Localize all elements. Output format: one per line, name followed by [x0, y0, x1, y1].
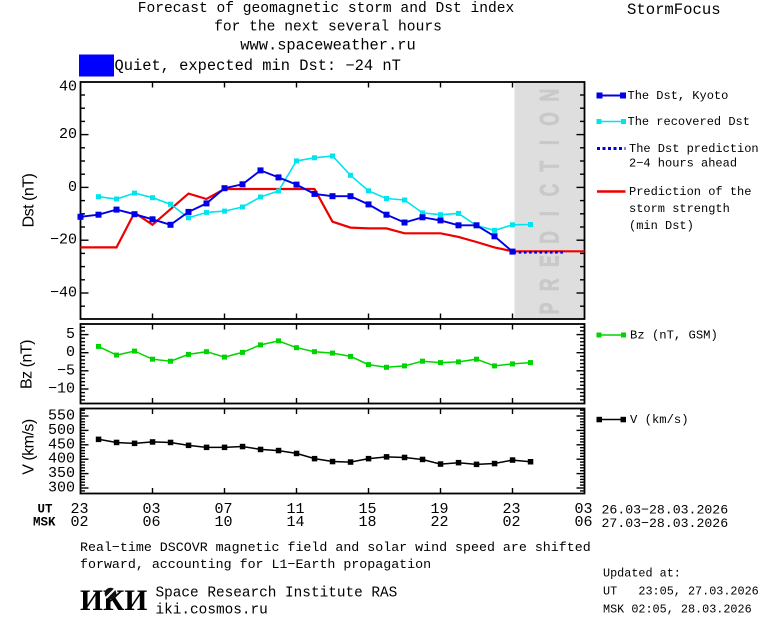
svg-text:06: 06 — [142, 514, 160, 531]
svg-text:23: 23 — [70, 501, 88, 518]
svg-text:MSK 02:05, 28.03.2026: MSK 02:05, 28.03.2026 — [603, 603, 752, 617]
svg-text:forward, accounting for L1−Ear: forward, accounting for L1−Earth propaga… — [80, 557, 431, 572]
svg-text:E: E — [534, 255, 565, 267]
svg-text:10: 10 — [214, 514, 232, 531]
svg-text:15: 15 — [358, 501, 376, 518]
svg-text:19: 19 — [430, 501, 448, 518]
svg-text:The Dst prediction: The Dst prediction — [629, 142, 759, 156]
svg-text:R: R — [534, 278, 565, 291]
svg-text:11: 11 — [286, 501, 304, 518]
svg-text:2−4 hours ahead: 2−4 hours ahead — [629, 157, 737, 171]
svg-text:20: 20 — [59, 126, 77, 143]
svg-text:07: 07 — [214, 501, 232, 518]
svg-text:V (km/s): V (km/s) — [21, 419, 38, 475]
svg-text:UT: UT — [38, 502, 54, 516]
svg-text:350: 350 — [48, 465, 75, 482]
svg-text:27.03−28.03.2026: 27.03−28.03.2026 — [602, 516, 729, 531]
svg-text:5: 5 — [66, 326, 75, 343]
svg-text:V (km/s): V (km/s) — [630, 413, 689, 427]
svg-text:450: 450 — [48, 436, 75, 453]
svg-text:I: I — [534, 211, 565, 216]
svg-text:O: O — [534, 112, 565, 126]
svg-text:The Dst, Kyoto: The Dst, Kyoto — [628, 89, 729, 103]
svg-text:26.03−28.03.2026: 26.03−28.03.2026 — [602, 503, 729, 518]
svg-text:40: 40 — [59, 78, 77, 95]
svg-text:14: 14 — [286, 514, 304, 531]
svg-text:0: 0 — [68, 179, 77, 196]
svg-text:Real−time DSCOVR magnetic fiel: Real−time DSCOVR magnetic field and sola… — [80, 540, 591, 555]
svg-text:T: T — [534, 161, 565, 172]
svg-text:UT 23:05, 27.03.2026: UT 23:05, 27.03.2026 — [603, 584, 759, 598]
svg-text:18: 18 — [358, 514, 376, 531]
svg-text:500: 500 — [48, 422, 75, 439]
svg-text:I: I — [534, 140, 565, 145]
svg-text:Space Research Institute RAS: Space Research Institute RAS — [156, 586, 398, 602]
svg-text:www.spaceweather.ru: www.spaceweather.ru — [240, 37, 415, 55]
svg-text:(min Dst): (min Dst) — [629, 219, 694, 233]
svg-text:22: 22 — [430, 514, 448, 531]
svg-text:StormFocus: StormFocus — [627, 1, 721, 19]
svg-text:Prediction of the: Prediction of the — [629, 185, 751, 199]
svg-text:03: 03 — [574, 501, 592, 518]
svg-text:300: 300 — [48, 480, 75, 497]
svg-text:MSK: MSK — [33, 515, 56, 529]
svg-text:23: 23 — [502, 501, 520, 518]
svg-text:Dst (nT): Dst (nT) — [21, 173, 38, 227]
svg-text:N: N — [534, 89, 565, 102]
svg-text:Forecast of geomagnetic storm: Forecast of geomagnetic storm and Dst in… — [138, 1, 515, 17]
svg-text:−20: −20 — [50, 232, 77, 249]
svg-text:P: P — [534, 303, 565, 315]
svg-text:−5: −5 — [57, 362, 75, 379]
svg-text:storm strength: storm strength — [629, 202, 730, 216]
svg-text:06: 06 — [574, 514, 592, 531]
svg-text:−10: −10 — [48, 381, 75, 398]
svg-text:Quiet, expected min Dst: −24 n: Quiet, expected min Dst: −24 nT — [115, 57, 401, 75]
svg-text:Bz (nT, GSM): Bz (nT, GSM) — [630, 329, 718, 343]
svg-text:550: 550 — [48, 408, 75, 425]
svg-text:for the next several hours: for the next several hours — [214, 19, 442, 35]
svg-text:02: 02 — [502, 514, 520, 531]
svg-text:−40: −40 — [50, 285, 77, 302]
svg-text:Updated at:: Updated at: — [603, 567, 681, 581]
svg-text:400: 400 — [48, 451, 75, 468]
svg-text:0: 0 — [66, 344, 75, 361]
svg-text:C: C — [534, 184, 565, 197]
svg-text:D: D — [534, 231, 565, 244]
svg-text:Bz (nT): Bz (nT) — [19, 340, 36, 389]
svg-text:02: 02 — [70, 514, 88, 531]
svg-text:03: 03 — [142, 501, 160, 518]
svg-text:The recovered Dst: The recovered Dst — [628, 115, 750, 129]
svg-text:iki.cosmos.ru: iki.cosmos.ru — [156, 603, 268, 619]
